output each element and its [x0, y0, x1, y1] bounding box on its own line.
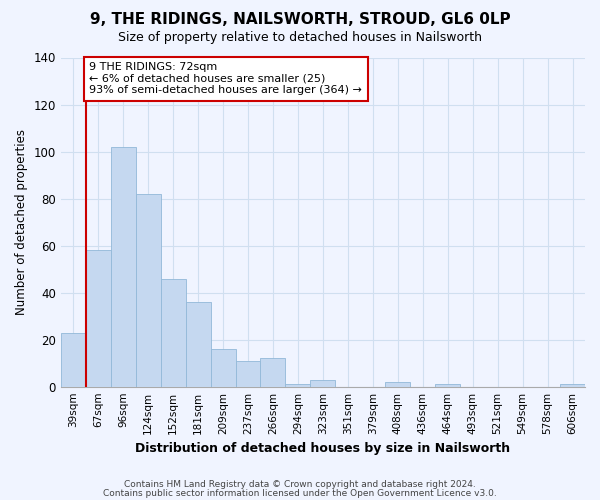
Text: 9 THE RIDINGS: 72sqm
← 6% of detached houses are smaller (25)
93% of semi-detach: 9 THE RIDINGS: 72sqm ← 6% of detached ho…	[89, 62, 362, 96]
Bar	[260, 358, 286, 386]
Bar	[236, 361, 260, 386]
Text: Size of property relative to detached houses in Nailsworth: Size of property relative to detached ho…	[118, 31, 482, 44]
X-axis label: Distribution of detached houses by size in Nailsworth: Distribution of detached houses by size …	[136, 442, 511, 455]
Text: Contains HM Land Registry data © Crown copyright and database right 2024.: Contains HM Land Registry data © Crown c…	[124, 480, 476, 489]
Bar	[286, 384, 310, 386]
Text: Contains public sector information licensed under the Open Government Licence v3: Contains public sector information licen…	[103, 488, 497, 498]
Bar	[185, 302, 211, 386]
Bar	[86, 250, 111, 386]
Bar	[435, 384, 460, 386]
Bar	[61, 332, 86, 386]
Y-axis label: Number of detached properties: Number of detached properties	[15, 129, 28, 315]
Bar	[310, 380, 335, 386]
Bar	[136, 194, 161, 386]
Bar	[211, 349, 236, 387]
Bar	[161, 278, 185, 386]
Bar	[111, 147, 136, 386]
Bar	[385, 382, 410, 386]
Text: 9, THE RIDINGS, NAILSWORTH, STROUD, GL6 0LP: 9, THE RIDINGS, NAILSWORTH, STROUD, GL6 …	[89, 12, 511, 28]
Bar	[560, 384, 585, 386]
